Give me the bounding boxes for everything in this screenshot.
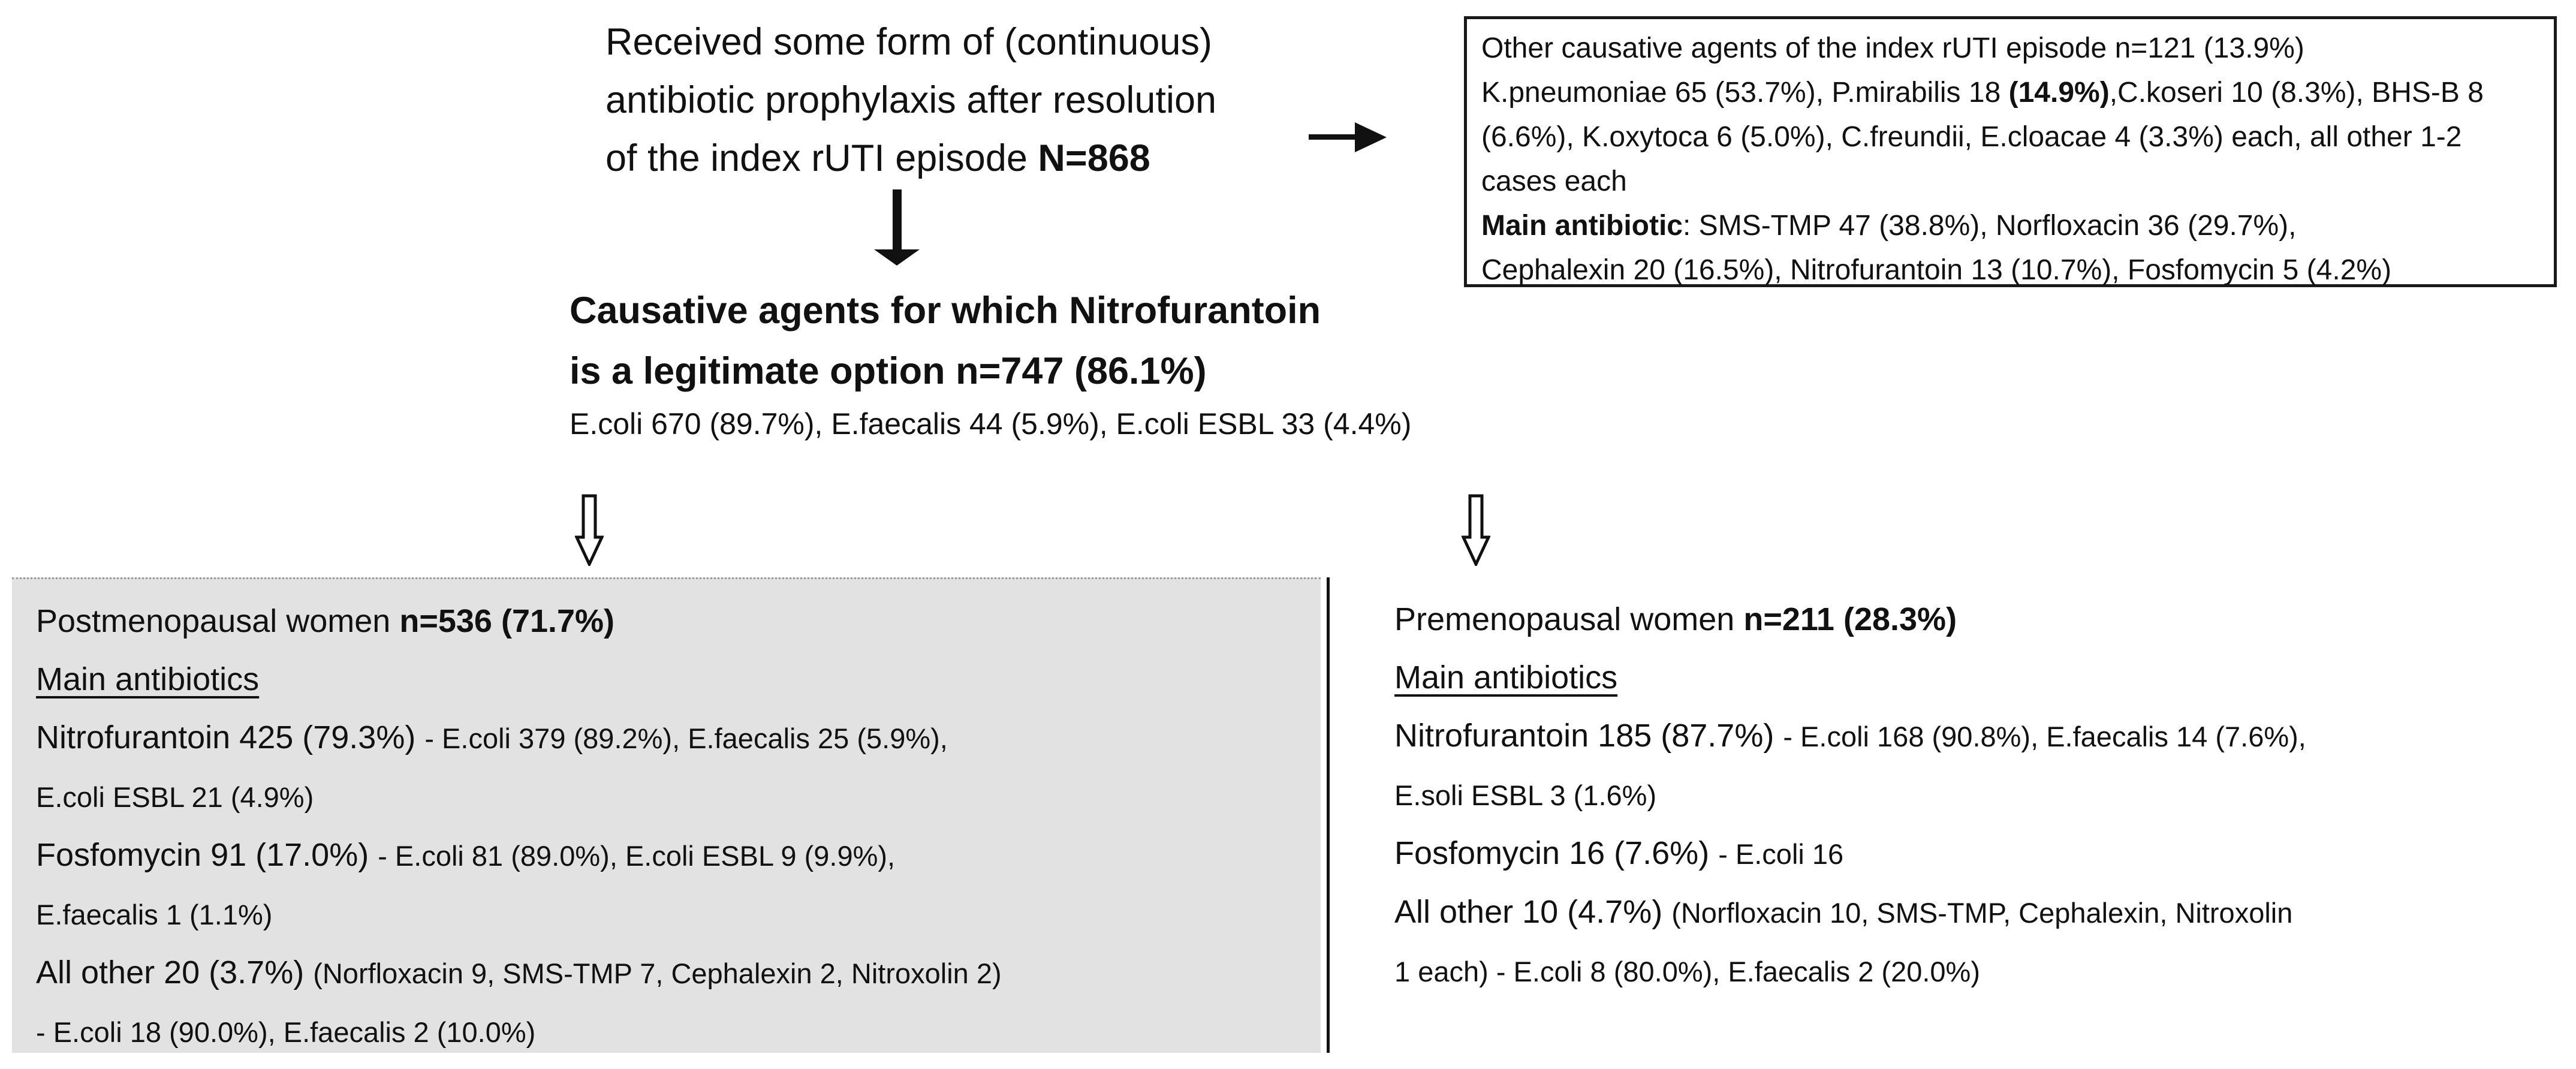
text-line: K.pneumoniae 65 (53.7%), P.mirabilis 18 … xyxy=(1481,71,2542,115)
text-line: Nitrofurantoin 425 (79.3%) - E.coli 379 … xyxy=(36,709,1321,767)
arrow-down-outline-right-icon xyxy=(1462,494,1490,566)
text-line: - E.coli 18 (90.0%), E.faecalis 2 (10.0%… xyxy=(36,1002,1321,1061)
text-segment: N=868 xyxy=(1038,137,1150,179)
text-segment: ,C.koseri 10 (8.3%), BHS-B 8 xyxy=(2109,77,2484,109)
text-line: (6.6%), K.oxytoca 6 (5.0%), C.freundii, … xyxy=(1481,115,2542,159)
text-segment: 1 each) - E.coli 8 (80.0%), E.faecalis 2… xyxy=(1394,956,1980,987)
text-segment: All other 20 (3.7%) xyxy=(36,954,314,990)
text-line: All other 20 (3.7%) (Norfloxacin 9, SMS-… xyxy=(36,944,1321,1002)
text-segment: Main antibiotics xyxy=(1394,660,1618,695)
text-line: 1 each) - E.coli 8 (80.0%), E.faecalis 2… xyxy=(1394,942,2569,1001)
text-line: E.faecalis 1 (1.1%) xyxy=(36,885,1321,944)
text-segment: Postmenopausal women xyxy=(36,603,400,639)
text-segment: is a legitimate option n=747 (86.1%) xyxy=(570,350,1207,392)
text-segment: of the index rUTI episode xyxy=(605,137,1038,179)
nitrofurantoin-node-text: Causative agents for which Nitrofurantoi… xyxy=(570,281,1411,442)
premenopausal-panel: Premenopausal women n=211 (28.3%) Main an… xyxy=(1370,577,2569,1053)
text-line: Fosfomycin 91 (17.0%) - E.coli 81 (89.0%… xyxy=(36,826,1321,885)
text-segment: cases each xyxy=(1481,165,1627,197)
text-segment: - E.coli 18 (90.0%), E.faecalis 2 (10.0%… xyxy=(36,1016,536,1048)
text-segment: Main antibiotic xyxy=(1481,210,1683,242)
text-segment: Fosfomycin 91 (17.0%) xyxy=(36,837,378,873)
text-segment: - E.coli 81 (89.0%), E.coli ESBL 9 (9.9%… xyxy=(378,840,896,872)
text-segment: Causative agents for which Nitrofurantoi… xyxy=(570,290,1321,332)
nitrofurantoin-node-heading: Causative agents for which Nitrofurantoi… xyxy=(570,281,1411,402)
postmenopausal-panel: Postmenopausal women n=536 (71.7%) Main a… xyxy=(12,577,1321,1053)
text-line: E.soli ESBL 3 (1.6%) xyxy=(1394,766,2569,824)
text-line: Causative agents for which Nitrofurantoi… xyxy=(570,281,1411,341)
text-line: Postmenopausal women n=536 (71.7%) xyxy=(36,592,1321,651)
text-line: Other causative agents of the index rUTI… xyxy=(1481,26,2542,71)
text-line: Main antibiotics xyxy=(36,651,1321,709)
arrow-down-icon xyxy=(874,249,920,266)
text-line: Main antibiotics xyxy=(1394,649,2569,707)
text-segment: antibiotic prophylaxis after resolution xyxy=(605,79,1217,121)
text-line: Cephalexin 20 (16.5%), Nitrofurantoin 13… xyxy=(1481,248,2542,293)
text-segment: (Norfloxacin 9, SMS-TMP 7, Cephalexin 2,… xyxy=(313,957,1002,989)
arrow-down-outline-left-icon xyxy=(575,494,604,566)
text-segment: All other 10 (4.7%) xyxy=(1394,894,1672,930)
nitrofurantoin-node-subtext: E.coli 670 (89.7%), E.faecalis 44 (5.9%)… xyxy=(570,407,1412,441)
text-segment: - E.coli 379 (89.2%), E.faecalis 25 (5.9… xyxy=(424,722,948,754)
text-line: of the index rUTI episode N=868 xyxy=(605,130,1216,188)
root-node-text: Received some form of (continuous) antibi… xyxy=(605,13,1216,188)
text-segment: Cephalexin 20 (16.5%), Nitrofurantoin 13… xyxy=(1481,254,2392,286)
arrow-right-icon xyxy=(1309,134,1357,140)
text-segment: n=211 (28.3%) xyxy=(1743,601,1957,637)
text-segment: (6.6%), K.oxytoca 6 (5.0%), C.freundii, … xyxy=(1481,121,2462,153)
text-segment: : SMS-TMP 47 (38.8%), Norfloxacin 36 (29… xyxy=(1683,210,2297,242)
text-segment: - E.coli 168 (90.8%), E.faecalis 14 (7.6… xyxy=(1783,721,2306,752)
text-segment: n=536 (71.7%) xyxy=(399,603,615,639)
text-line: Fosfomycin 16 (7.6%) - E.coli 16 xyxy=(1394,824,2569,883)
text-line: antibiotic prophylaxis after resolution xyxy=(605,71,1216,130)
text-line: Received some form of (continuous) xyxy=(605,13,1216,71)
text-line: Nitrofurantoin 185 (87.7%) - E.coli 168 … xyxy=(1394,707,2569,766)
arrow-right-icon xyxy=(1355,122,1387,152)
text-segment: E.coli ESBL 21 (4.9%) xyxy=(36,781,314,813)
text-segment: (14.9%) xyxy=(2008,77,2110,109)
text-segment: Main antibiotics xyxy=(36,661,260,697)
text-line: E.coli ESBL 21 (4.9%) xyxy=(36,767,1321,826)
text-line: Premenopausal women n=211 (28.3%) xyxy=(1394,591,2569,649)
text-segment: E.faecalis 1 (1.1%) xyxy=(36,899,273,931)
text-line: Main antibiotic: SMS-TMP 47 (38.8%), Nor… xyxy=(1481,204,2542,248)
text-segment: Other causative agents of the index rUTI… xyxy=(1481,32,2304,64)
text-segment: K.pneumoniae 65 (53.7%), P.mirabilis 18 xyxy=(1481,77,2009,109)
text-segment: Premenopausal women xyxy=(1394,601,1744,637)
text-line: cases each xyxy=(1481,159,2542,204)
text-segment: E.soli ESBL 3 (1.6%) xyxy=(1394,779,1657,811)
text-line: All other 10 (4.7%) (Norfloxacin 10, SMS… xyxy=(1394,883,2569,942)
text-segment: Received some form of (continuous) xyxy=(605,21,1212,63)
text-segment: - E.coli 16 xyxy=(1718,838,1844,870)
panel-divider xyxy=(1327,577,1330,1053)
arrow-down-icon xyxy=(893,189,902,251)
text-segment: Nitrofurantoin 425 (79.3%) xyxy=(36,719,425,755)
text-line: is a legitimate option n=747 (86.1%) xyxy=(570,341,1411,402)
other-agents-box: Other causative agents of the index rUTI… xyxy=(1464,16,2557,287)
text-segment: Nitrofurantoin 185 (87.7%) xyxy=(1394,718,1783,754)
text-segment: Fosfomycin 16 (7.6%) xyxy=(1394,835,1719,871)
text-segment: (Norfloxacin 10, SMS-TMP, Cephalexin, Ni… xyxy=(1671,897,2293,929)
